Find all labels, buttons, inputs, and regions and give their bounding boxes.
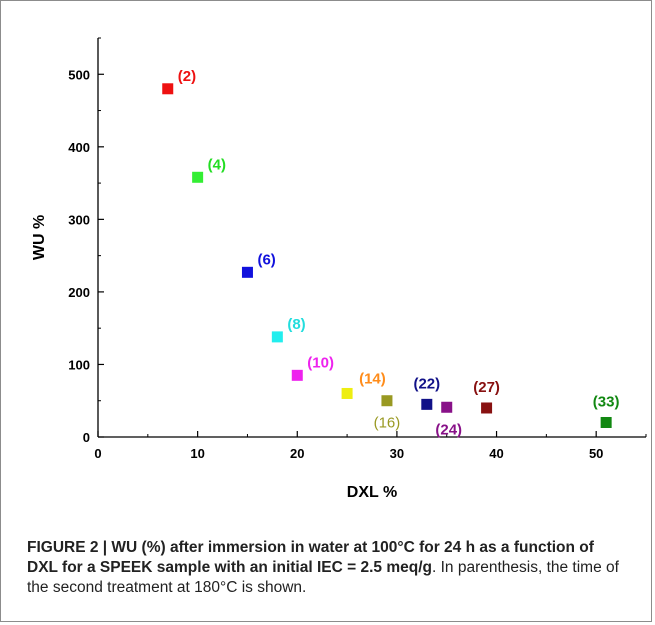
data-point-marker — [271, 331, 283, 343]
axes: 0 100 200 300 400 500 0 10 20 30 40 50 — [68, 37, 647, 461]
data-point-label: (8) — [287, 316, 305, 333]
data-point-marker — [341, 387, 353, 399]
data-point-label: (14) — [359, 370, 386, 387]
caption-normal-text: . In parenthesis, the time of the second… — [27, 559, 619, 596]
data-point-marker — [441, 401, 453, 413]
data-point-label: (24) — [435, 421, 462, 438]
y-axis-label: WU % — [31, 215, 48, 260]
data-point-marker — [192, 171, 204, 183]
y-tick-label: 300 — [68, 212, 90, 227]
data-point-marker — [600, 416, 612, 428]
data-point-label: (6) — [257, 251, 275, 268]
x-tick-label: 0 — [94, 446, 101, 461]
data-point-label: (22) — [413, 375, 440, 392]
data-point-label: (27) — [473, 379, 500, 396]
data-point-marker — [481, 402, 493, 414]
data-point-marker — [381, 395, 393, 407]
data-point-marker — [162, 83, 174, 95]
data-point-marker — [241, 266, 253, 278]
x-axis-label: DXL % — [347, 484, 397, 501]
caption-bold-text: FIGURE 2 | WU (%) after immersion in wat… — [27, 539, 594, 576]
data-point-label: (4) — [208, 156, 226, 173]
x-tick-label: 10 — [190, 446, 204, 461]
x-tick-label: 20 — [290, 446, 304, 461]
data-point-marker — [421, 398, 433, 410]
y-tick-label: 500 — [68, 67, 90, 82]
y-tick-label: 0 — [83, 430, 90, 445]
data-points: (2) (4) (6) (8) (10) (14) (16) (22) (24) (27) (33) — [162, 68, 619, 438]
x-tick-label: 50 — [589, 446, 603, 461]
x-tick-label: 30 — [390, 446, 404, 461]
x-tick-label: 40 — [489, 446, 503, 461]
y-tick-label: 400 — [68, 140, 90, 155]
y-tick-label: 100 — [68, 357, 90, 372]
data-point-label: (2) — [178, 68, 196, 85]
scatter-chart: 0 100 200 300 400 500 0 10 20 30 40 50 (2) (4) (6) (8)… — [31, 37, 647, 501]
data-point-label: (10) — [307, 354, 334, 371]
data-point-marker — [291, 369, 303, 381]
y-tick-label: 200 — [68, 285, 90, 300]
data-point-label: (16) — [374, 415, 401, 432]
figure-caption: FIGURE 2 | WU (%) after immersion in wat… — [27, 538, 627, 598]
data-point-label: (33) — [593, 393, 620, 410]
